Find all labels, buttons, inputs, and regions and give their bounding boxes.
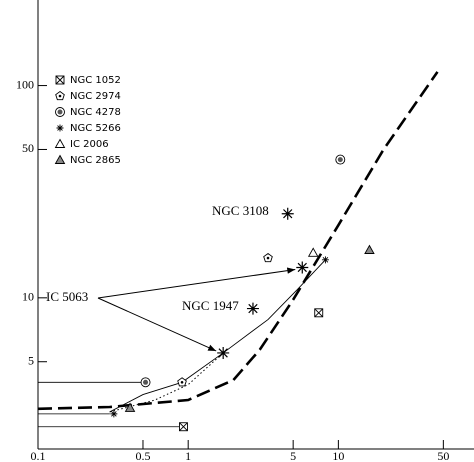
y-tick-label: 10	[22, 290, 34, 304]
legend-label: NGC 5266	[70, 123, 121, 134]
model-curve	[109, 259, 326, 413]
marker	[110, 410, 118, 418]
y-tick-label: 100	[16, 77, 34, 91]
annotation-arrow	[97, 267, 296, 299]
annotation-arrow	[97, 297, 217, 352]
marker	[179, 422, 188, 432]
x-tick-label: 10	[332, 449, 344, 462]
marker	[177, 377, 187, 387]
annotation: NGC 1947	[182, 298, 239, 313]
annotation: NGC 3108	[212, 203, 269, 218]
y-tick-label: 5	[28, 353, 34, 367]
x-tick-label: 0.5	[135, 449, 150, 462]
marker	[140, 377, 151, 388]
marker	[124, 402, 136, 412]
marker	[217, 346, 230, 359]
y-tick-label: 50	[22, 141, 34, 155]
marker	[246, 302, 259, 315]
x-tick-label: 1	[185, 449, 191, 462]
annotation: IC 5063	[46, 289, 88, 304]
x-tick-label: 50	[437, 449, 449, 462]
model-curve	[37, 71, 439, 411]
x-tick-label: 0.1	[31, 449, 46, 462]
marker	[54, 138, 66, 148]
marker	[335, 154, 346, 165]
marker	[296, 261, 309, 274]
legend-label: NGC 4278	[70, 107, 121, 118]
marker	[56, 124, 64, 132]
marker	[55, 75, 65, 85]
marker	[281, 207, 294, 220]
marker	[55, 90, 65, 101]
marker	[54, 154, 66, 164]
marker	[55, 107, 65, 117]
marker	[307, 247, 319, 257]
marker	[321, 256, 329, 264]
legend-label: NGC 1052	[70, 75, 121, 86]
model-curve	[109, 352, 224, 413]
legend-label: NGC 2974	[70, 91, 121, 102]
marker	[263, 252, 273, 263]
legend-label: NGC 2865	[70, 155, 121, 166]
marker	[364, 244, 375, 254]
legend-label: IC 2006	[70, 139, 109, 150]
marker	[314, 308, 324, 318]
x-tick-label: 5	[290, 449, 296, 462]
